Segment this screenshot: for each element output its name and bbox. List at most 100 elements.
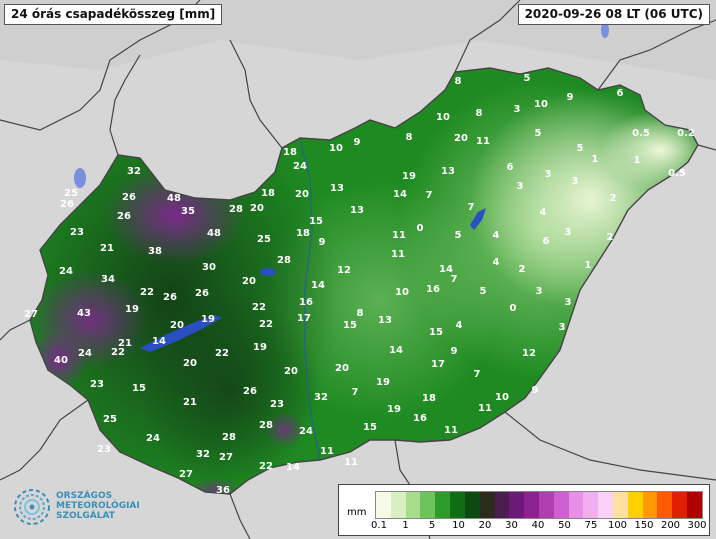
station-value: 20	[170, 320, 184, 331]
station-value: 7	[474, 369, 481, 380]
station-value: 25	[257, 234, 271, 245]
station-value: 28	[277, 255, 291, 266]
station-value: 1	[585, 260, 592, 271]
station-value: 21	[183, 397, 197, 408]
station-value: 36	[216, 485, 230, 496]
legend-swatch	[627, 492, 643, 518]
station-value: 5	[535, 128, 542, 139]
legend-unit: mm	[347, 507, 367, 518]
legend-swatch	[435, 492, 451, 518]
station-value: 1	[634, 155, 641, 166]
legend-tick-label: 30	[505, 520, 518, 531]
station-value: 19	[376, 377, 390, 388]
station-value: 24	[78, 348, 92, 359]
station-value: 28	[259, 420, 273, 431]
station-value: 3	[559, 322, 566, 333]
station-value: 5	[455, 230, 462, 241]
legend: mm 0.1 1 5 10 20 30 40 50 75 100 150 200 300	[338, 484, 710, 536]
station-value: 5	[524, 73, 531, 84]
station-value: 32	[314, 392, 328, 403]
legend-swatch	[672, 492, 688, 518]
station-value: 25	[64, 188, 78, 199]
station-value: 0.2	[677, 128, 695, 139]
station-value: 14	[311, 280, 325, 291]
legend-swatch	[598, 492, 613, 518]
station-value: 16	[413, 413, 427, 424]
station-value: 14	[286, 462, 300, 473]
station-value: 28	[222, 432, 236, 443]
station-value: 10	[329, 143, 343, 154]
legend-swatch	[553, 492, 569, 518]
station-value: 11	[392, 230, 406, 241]
station-value: 3	[536, 286, 543, 297]
station-value: 11	[320, 446, 334, 457]
legend-swatch	[405, 492, 421, 518]
station-value: 6	[617, 88, 624, 99]
legend-tick-label: 5	[428, 520, 436, 531]
station-value: 21	[100, 243, 114, 254]
logo-line-2: METEOROLÓGIAI	[56, 501, 140, 511]
station-value: 9	[451, 346, 458, 357]
station-value: 13	[350, 205, 364, 216]
station-value: 17	[297, 313, 311, 324]
station-value: 14	[439, 264, 453, 275]
legend-ticks: 0.1 1 5 10 20 30 40 50 75 100 150 200 300	[371, 520, 707, 532]
station-value: 12	[522, 348, 536, 359]
station-value: 11	[478, 403, 492, 414]
station-value: 27	[179, 469, 193, 480]
station-value: 3	[545, 169, 552, 180]
legend-tick-label: 10	[452, 520, 465, 531]
station-value: 18	[422, 393, 436, 404]
station-value: 14	[152, 336, 166, 347]
legend-swatch	[509, 492, 525, 518]
legend-swatch	[494, 492, 510, 518]
station-value: 2	[610, 193, 617, 204]
station-value: 3	[565, 227, 572, 238]
station-value: 27	[219, 452, 233, 463]
station-value: 3	[572, 176, 579, 187]
omsz-logo: ORSZÁGOS METEOROLÓGIAI SZOLGÁLAT	[10, 485, 180, 535]
station-value: 15	[363, 422, 377, 433]
station-value: 18	[261, 188, 275, 199]
station-value: 20	[295, 189, 309, 200]
station-value: 5	[577, 143, 584, 154]
station-value: 19	[402, 171, 416, 182]
station-value: 9	[354, 137, 361, 148]
station-value: 16	[299, 297, 313, 308]
station-value: 22	[140, 287, 154, 298]
legend-color-bar	[375, 491, 703, 519]
station-value: 2	[607, 232, 614, 243]
legend-swatch	[657, 492, 673, 518]
station-value: 26	[122, 192, 136, 203]
legend-swatch	[568, 492, 584, 518]
station-value: 5	[480, 286, 487, 297]
station-value: 24	[59, 266, 73, 277]
station-value: 24	[293, 161, 307, 172]
legend-swatch	[642, 492, 658, 518]
station-value: 14	[393, 189, 407, 200]
station-value: 15	[309, 216, 323, 227]
legend-swatch	[538, 492, 554, 518]
station-value: 24	[146, 433, 160, 444]
station-value: 27	[24, 309, 38, 320]
station-value: 13	[378, 315, 392, 326]
station-value: 7	[426, 190, 433, 201]
station-value: 40	[54, 355, 68, 366]
station-value: 11	[391, 249, 405, 260]
station-value: 2	[519, 264, 526, 275]
station-value: 18	[296, 228, 310, 239]
station-value: 7	[468, 202, 475, 213]
station-value: 15	[132, 383, 146, 394]
station-value: 13	[330, 183, 344, 194]
station-value: 10	[395, 287, 409, 298]
legend-tick-label: 20	[478, 520, 492, 531]
station-value: 32	[127, 166, 141, 177]
legend-tick-label: 100	[607, 520, 628, 531]
station-value: 0.5	[668, 168, 686, 179]
station-value: 23	[97, 444, 111, 455]
station-value: 24	[299, 426, 313, 437]
station-value: 19	[387, 404, 401, 415]
station-value: 15	[343, 320, 357, 331]
